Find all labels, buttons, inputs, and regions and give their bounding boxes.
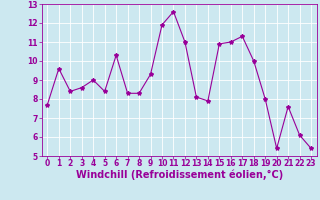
X-axis label: Windchill (Refroidissement éolien,°C): Windchill (Refroidissement éolien,°C): [76, 169, 283, 180]
